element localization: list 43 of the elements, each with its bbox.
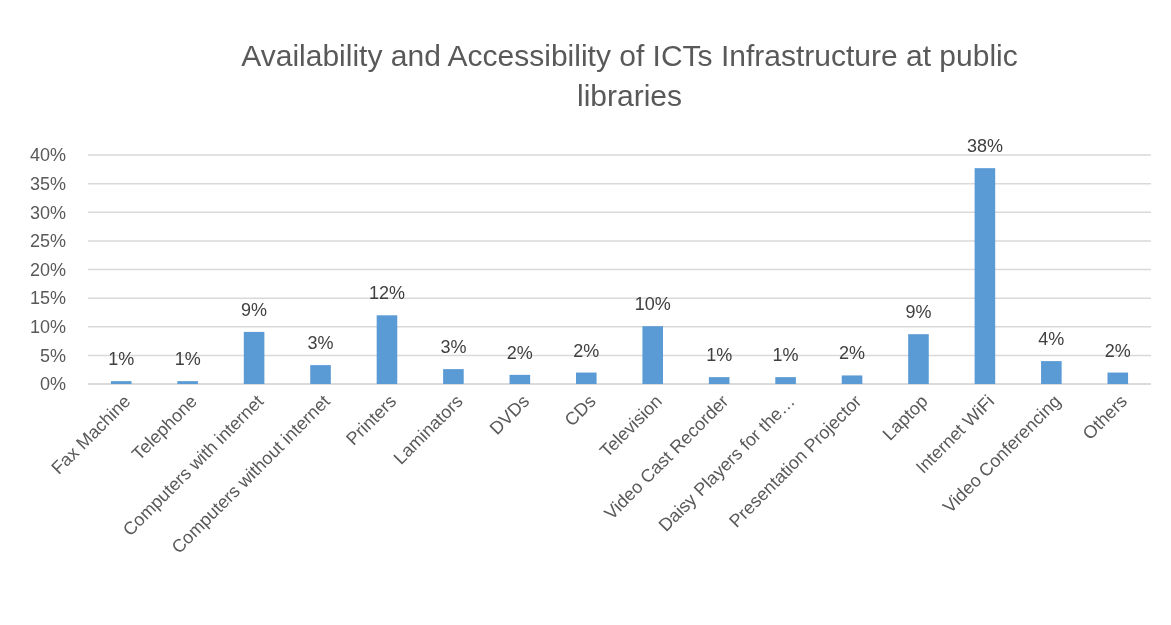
- data-label: 3%: [307, 333, 334, 354]
- x-tick-label: CDs: [560, 391, 600, 431]
- data-label: 9%: [241, 299, 268, 320]
- bar: [310, 365, 331, 384]
- bar: [509, 374, 531, 384]
- y-tick-label: 10%: [29, 317, 66, 338]
- y-tick-label: 25%: [29, 231, 66, 252]
- y-tick-label: 20%: [29, 259, 66, 280]
- bar: [908, 334, 929, 384]
- y-tick-label: 5%: [39, 345, 66, 366]
- bar: [1107, 372, 1129, 384]
- chart-title: Availability and Accessibility of ICTs Infrastructure at public libraries: [241, 39, 1018, 112]
- bar: [376, 315, 398, 384]
- data-label: 2%: [573, 340, 600, 361]
- y-tick-label: 35%: [29, 173, 66, 194]
- bar: [1041, 361, 1062, 384]
- y-tick-label: 40%: [29, 145, 66, 166]
- data-label: 1%: [772, 345, 799, 366]
- data-label: 12%: [368, 283, 405, 304]
- bar: [974, 168, 996, 384]
- data-label: 9%: [905, 302, 932, 323]
- bar: [575, 372, 597, 384]
- data-label: 2%: [1104, 340, 1131, 361]
- data-label: 2%: [506, 342, 533, 363]
- bar: [708, 377, 730, 384]
- data-label: 4%: [1038, 329, 1065, 350]
- data-label: 1%: [706, 345, 733, 366]
- bar: [443, 369, 464, 384]
- data-label: 3%: [440, 337, 467, 358]
- bar: [243, 331, 265, 384]
- y-tick-label: 0%: [39, 374, 66, 395]
- data-label: 2%: [839, 343, 866, 364]
- data-label: 10%: [634, 294, 671, 315]
- data-label: 38%: [966, 136, 1003, 157]
- data-label: 1%: [108, 349, 135, 370]
- y-tick-label: 30%: [29, 202, 66, 223]
- bar: [841, 375, 863, 384]
- bar: [110, 381, 132, 384]
- bar: [642, 326, 664, 384]
- y-tick-label: 15%: [29, 288, 66, 309]
- bar: [177, 381, 198, 384]
- data-label: 1%: [174, 349, 201, 370]
- bar: [775, 377, 796, 384]
